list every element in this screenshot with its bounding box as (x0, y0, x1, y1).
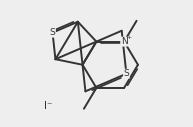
Text: I⁻: I⁻ (44, 101, 52, 111)
Text: +: + (126, 35, 131, 40)
Text: S: S (124, 69, 129, 78)
Text: N: N (121, 37, 127, 46)
Text: S: S (50, 28, 55, 37)
